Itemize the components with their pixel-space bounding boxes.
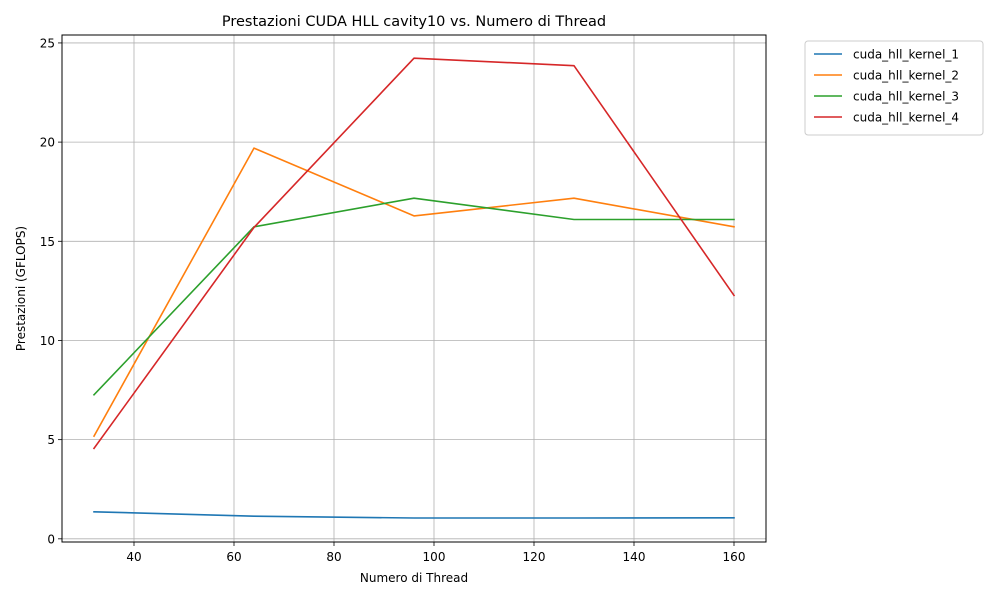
y-tick-label: 15 [40,235,55,249]
y-axis-label: Prestazioni (GFLOPS) [14,226,28,351]
y-tick-label: 0 [47,532,55,546]
x-tick-label: 40 [126,550,141,564]
series-line-cuda-hll-kernel-3 [92,197,735,396]
plot-frame [61,34,767,543]
series-line-cuda-hll-kernel-1 [93,510,735,519]
tick-layer: 40 60 80 100 120 140 160 0 5 10 15 20 25 [40,36,746,564]
legend-label-cuda-hll-kernel-1: cuda_hll_kernel_1 [853,48,959,62]
x-tick-label: 60 [226,550,241,564]
chart-title: Prestazioni CUDA HLL cavity10 vs. Numero… [222,14,606,30]
series-line-cuda-hll-kernel-4 [92,57,736,450]
legend-box [804,40,984,136]
series-layer [92,57,736,519]
series-line-cuda-hll-kernel-2 [92,147,735,438]
legend: cuda_hll_kernel_1 cuda_hll_kernel_2 cuda_h… [804,40,984,136]
y-tick-label: 25 [40,36,55,50]
x-tick-label: 100 [423,550,446,564]
y-tick-label: 5 [47,433,55,447]
x-axis-label: Numero di Thread [360,571,468,585]
x-tick-label: 160 [723,550,746,564]
y-tick-label: 10 [40,334,55,348]
grid-layer [62,35,766,542]
y-tick-label: 20 [40,136,55,150]
legend-label-cuda-hll-kernel-2: cuda_hll_kernel_2 [853,69,959,83]
x-tick-label: 80 [326,550,341,564]
x-tick-label: 120 [523,550,546,564]
legend-label-cuda-hll-kernel-3: cuda_hll_kernel_3 [853,90,959,104]
x-tick-label: 140 [623,550,646,564]
legend-label-cuda-hll-kernel-4: cuda_hll_kernel_4 [853,111,959,125]
